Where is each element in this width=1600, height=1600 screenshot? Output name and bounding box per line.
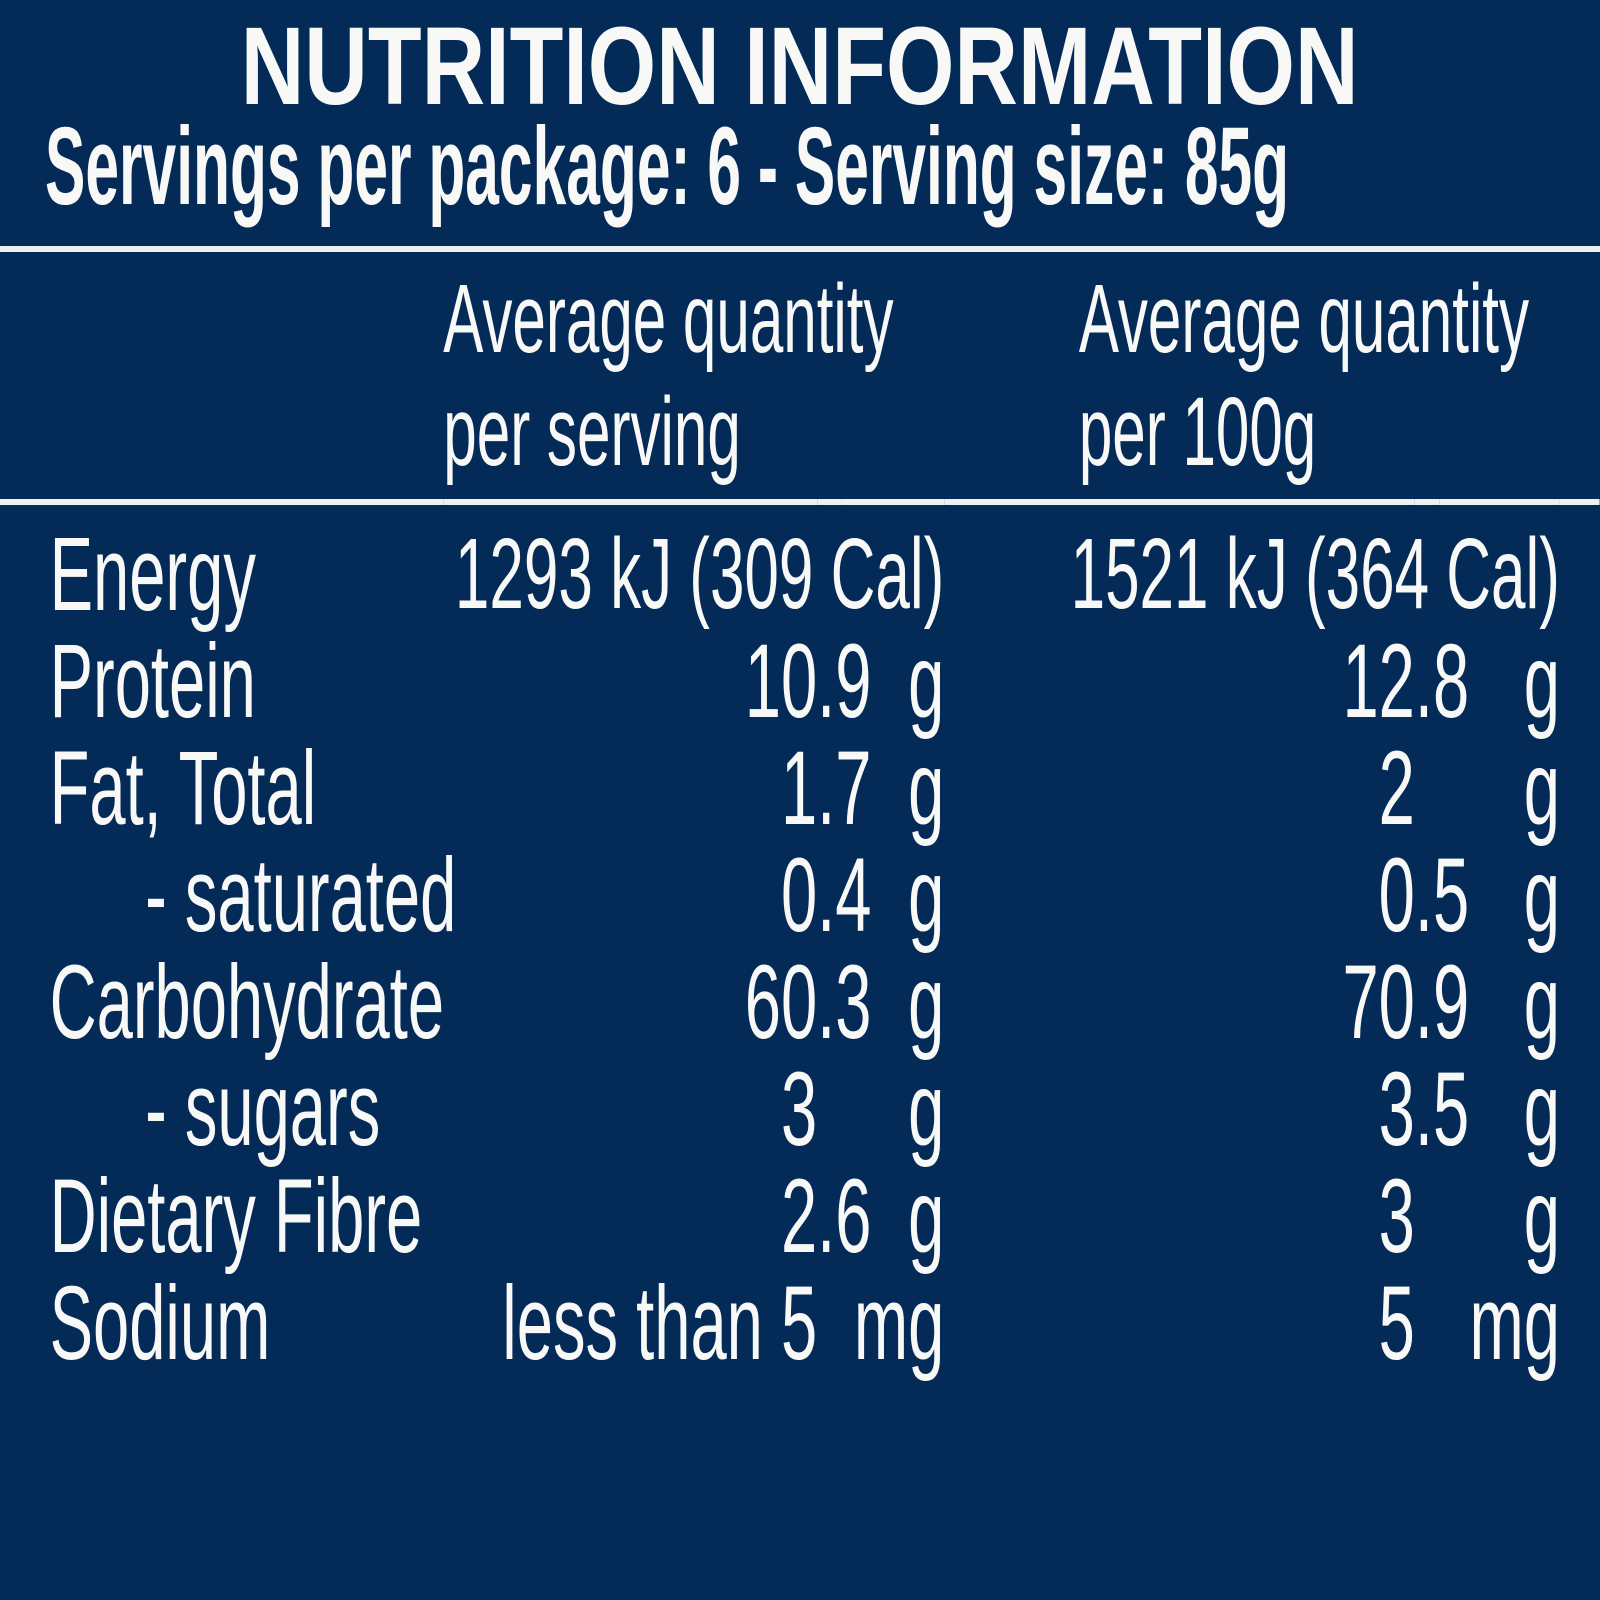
per-serving-amount: less than 5 [502,1265,818,1382]
per-100g-amount: 70 [1342,944,1415,1061]
servings-info-text: Servings per package: 6 - Serving size: … [45,105,1290,228]
table-row-sugars: - sugars 3 g 3 .5 g [0,1056,1600,1163]
column-header-row: Average quantity per serving Average qua… [0,252,1600,505]
per-serving-unit: mg [853,1265,945,1382]
table-row-sodium: Sodium less than 5 mg 5 mg [0,1270,1600,1377]
column-header-per-100g-line2: per 100g [1078,377,1317,486]
per-serving-amount: 10 [744,623,818,740]
per-serving-amount-frac: .3 [817,944,872,1061]
per-serving-unit: g [908,944,945,1061]
row-label: - sugars [145,1051,381,1168]
per-100g-amount: 3 [1378,1158,1415,1275]
table-row-dietary-fibre: Dietary Fibre 2 .6 g 3 g [0,1163,1600,1270]
per-serving-amount-frac: .7 [817,730,872,847]
row-label: Dietary Fibre [49,1158,423,1275]
per-serving-amount: 3 [780,1051,818,1168]
per-100g-amount-frac [1415,735,1440,842]
top-divider-rule [0,246,1600,252]
per-serving-unit: g [908,1051,945,1168]
column-header-per-serving-line2: per serving [443,377,741,486]
per-100g-amount: 3 [1378,1051,1415,1168]
per-100g-unit: g [1523,944,1560,1061]
per-serving-amount: 2 [780,1158,818,1275]
per-serving-unit: g [908,730,945,847]
page-title-text: NUTRITION INFORMATION [241,5,1359,128]
per-100g-amount-frac [1415,1163,1440,1270]
table-row-carbohydrate: Carbohydrate 60 .3 g 70 .9 g [0,949,1600,1056]
table-row-energy: Energy 1293 kJ (309 Cal) 1521 kJ (364 Ca… [0,502,1600,633]
column-header-per-100g-line1: Average quantity [1078,264,1530,373]
per-100g-unit: mg [1469,1265,1560,1382]
row-label: Fat, Total [49,730,317,847]
row-label: Sodium [49,1265,271,1382]
per-serving-amount: 60 [744,944,818,1061]
per-100g-amount: 5 [1378,1265,1415,1382]
row-label: Energy [49,516,256,633]
per-100g-amount-frac: .5 [1414,837,1470,954]
per-100g-amount-frac: .5 [1414,1051,1470,1168]
per-100g-amount: 12 [1342,623,1415,740]
per-100g-unit: g [1523,1051,1560,1168]
nutrition-table: Average quantity per serving Average qua… [0,252,1600,1377]
row-label: - saturated [145,837,457,954]
table-row-saturated-fat: - saturated 0 .4 g 0 .5 g [0,842,1600,949]
servings-info: Servings per package: 6 - Serving size: … [0,112,1600,222]
per-100g-amount: 2 [1378,730,1415,847]
per-100g-unit: g [1523,730,1560,847]
energy-per-serving-value: 1293 kJ (309 Cal) [454,518,945,630]
page-title: NUTRITION INFORMATION [0,12,1600,122]
column-header-per-serving: Average quantity per serving [443,252,945,505]
per-serving-amount-frac: .6 [817,1158,872,1275]
per-100g-unit: g [1523,623,1560,740]
column-header-per-serving-line1: Average quantity [443,264,894,373]
column-header-per-100g: Average quantity per 100g [944,252,1560,505]
per-serving-unit: g [908,623,945,740]
row-label: Carbohydrate [49,944,445,1061]
nutrition-panel: { "panel": { "title": "NUTRITION INFORMA… [0,12,1600,1600]
per-serving-amount-frac: .9 [817,623,872,740]
per-serving-amount: 0 [780,837,818,954]
per-100g-amount-frac [1415,1270,1440,1377]
per-serving-amount-frac [817,1056,842,1163]
header-spacer [0,252,444,505]
per-serving-amount: 1 [780,730,818,847]
per-100g-amount-frac: .9 [1414,944,1470,1061]
nutrition-table-wrapper: Average quantity per serving Average qua… [0,252,1600,1377]
per-serving-amount-frac: .4 [817,837,872,954]
per-100g-amount: 0 [1378,837,1415,954]
header-right-spacer [1559,252,1600,505]
per-serving-unit: g [908,1158,945,1275]
per-100g-unit: g [1523,1158,1560,1275]
per-serving-unit: g [908,837,945,954]
row-label: Protein [49,623,256,740]
table-row-fat-total: Fat, Total 1 .7 g 2 g [0,735,1600,842]
energy-per-100g-value: 1521 kJ (364 Cal) [1070,518,1560,630]
per-100g-amount-frac: .8 [1414,623,1470,740]
per-100g-unit: g [1523,837,1560,954]
table-row-protein: Protein 10 .9 g 12 .8 g [0,628,1600,735]
